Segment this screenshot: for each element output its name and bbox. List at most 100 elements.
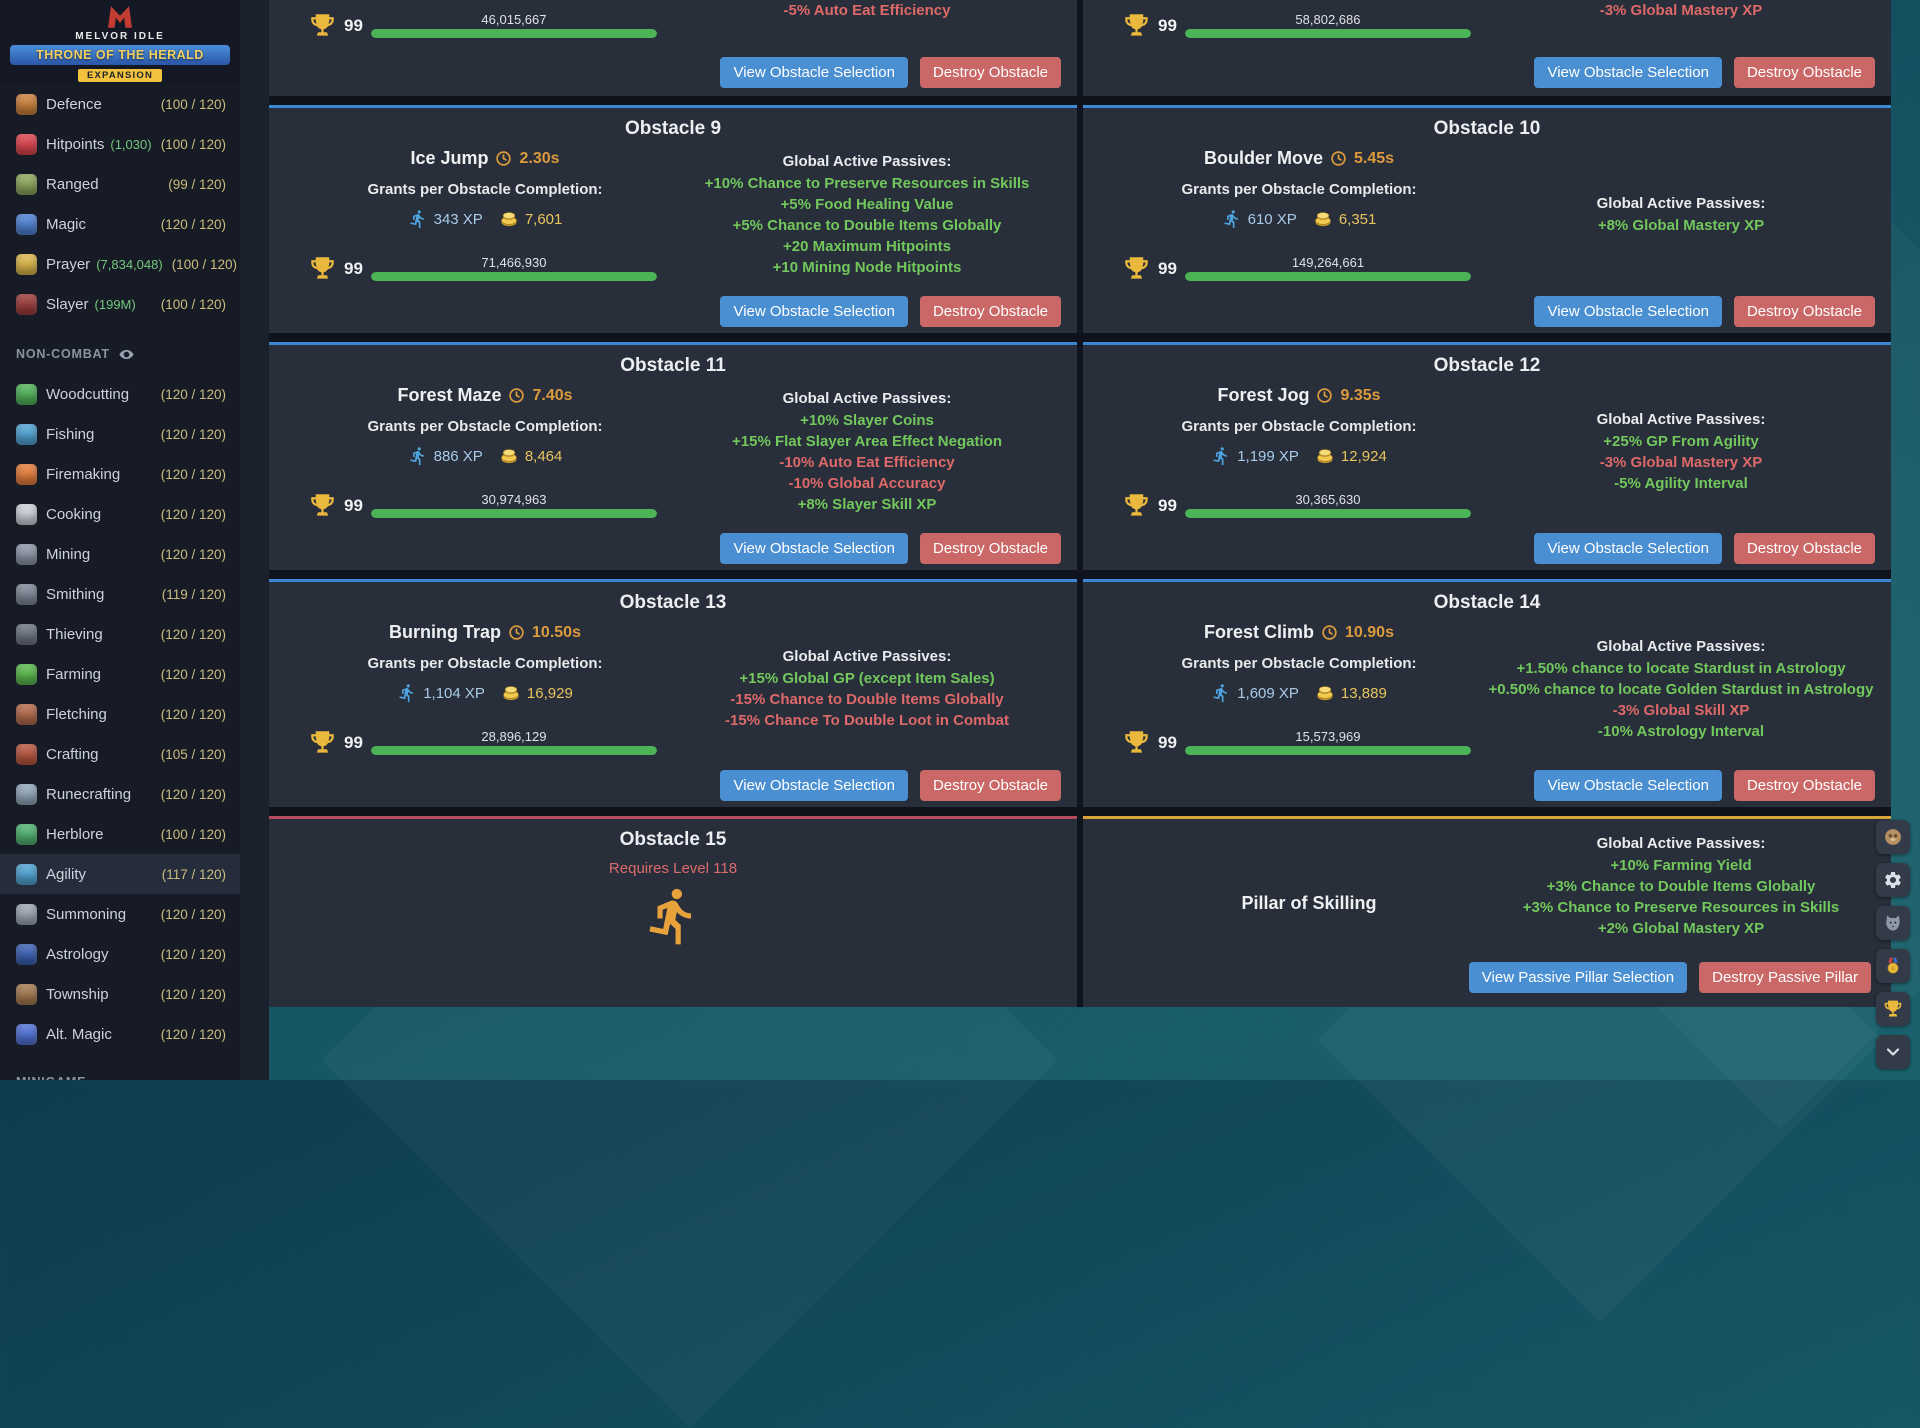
sidebar-item-smithing[interactable]: Smithing (119 / 120): [0, 574, 240, 614]
card-actions: View Obstacle Selection Destroy Obstacle: [1534, 296, 1875, 327]
sidebar-item-fishing[interactable]: Fishing (120 / 120): [0, 414, 240, 454]
passives-list: -3% Global Mastery XP: [1487, 0, 1875, 21]
clock-icon: [1330, 150, 1347, 167]
passives-header: Global Active Passives:: [782, 648, 952, 665]
gear-button[interactable]: [1876, 863, 1910, 897]
card-actions: View Passive Pillar Selection Destroy Pas…: [1468, 962, 1871, 993]
destroy-obstacle-button[interactable]: Destroy Obstacle: [1733, 296, 1875, 327]
sidebar-item-farming[interactable]: Farming (120 / 120): [0, 654, 240, 694]
view-obstacle-selection-button[interactable]: View Obstacle Selection: [1534, 57, 1722, 88]
passives-header: Global Active Passives:: [1596, 835, 1766, 852]
xp-reward: 886 XP: [433, 447, 483, 465]
eye-icon[interactable]: [118, 346, 135, 363]
sidebar-item-ranged[interactable]: Ranged (99 / 120): [0, 164, 240, 204]
view-obstacle-selection-button[interactable]: View Obstacle Selection: [1534, 770, 1722, 801]
progress-fill: [370, 746, 657, 755]
obstacle-name-row: Forest Jog 9.35s: [1217, 385, 1380, 406]
sidebar-item-astrology[interactable]: Astrology (120 / 120): [0, 934, 240, 974]
obstacle-name: Burning Trap: [389, 622, 502, 642]
trophy-icon: [309, 12, 336, 39]
chevron-down-button[interactable]: [1876, 1035, 1910, 1069]
sidebar-item-crafting[interactable]: Crafting (105 / 120): [0, 734, 240, 774]
view-obstacle-selection-button[interactable]: View Obstacle Selection: [720, 533, 908, 564]
sidebar-item-firemaking[interactable]: Firemaking (120 / 120): [0, 454, 240, 494]
skill-name: Woodcutting: [46, 385, 130, 403]
sidebar-item-magic[interactable]: Magic (120 / 120): [0, 204, 240, 244]
trophy-icon: [1123, 255, 1150, 282]
view-obstacle-selection-button[interactable]: View Obstacle Selection: [720, 770, 908, 801]
progress-track: [370, 29, 657, 38]
obstacle-name-row: Ice Jump 2.30s: [410, 148, 559, 169]
card-actions: View Obstacle Selection Destroy Obstacle: [720, 770, 1061, 801]
passive-effect: -10% Auto Eat Efficiency: [779, 454, 955, 471]
mastery-progress: 99 15,573,969: [1099, 729, 1499, 756]
minigame-label: MINIGAME: [16, 1075, 86, 1080]
trophy-button[interactable]: [1876, 992, 1910, 1026]
wolf-button[interactable]: [1876, 906, 1910, 940]
agility-xp-icon: [408, 446, 428, 466]
pet-button[interactable]: [1876, 820, 1910, 854]
pet-icon: [1883, 827, 1903, 847]
rewards-row: 1,199 XP 12,924: [1211, 446, 1387, 466]
sidebar-item-runecrafting[interactable]: Runecrafting (120 / 120): [0, 774, 240, 814]
sidebar-item-agility[interactable]: Agility (117 / 120): [0, 854, 240, 894]
firemaking-icon: [16, 463, 37, 485]
ranged-icon: [16, 173, 37, 195]
destroy-obstacle-button[interactable]: Destroy Obstacle: [1733, 770, 1875, 801]
sidebar-item-summoning[interactable]: Summoning (120 / 120): [0, 894, 240, 934]
sidebar-item-prayer[interactable]: Prayer (7,834,048) (100 / 120): [0, 244, 240, 284]
view-passive-pillar-selection-button[interactable]: View Passive Pillar Selection: [1468, 962, 1688, 993]
view-obstacle-selection-button[interactable]: View Obstacle Selection: [720, 296, 908, 327]
sidebar-item-fletching[interactable]: Fletching (120 / 120): [0, 694, 240, 734]
skill-level: (120 / 120): [160, 786, 226, 802]
sidebar: MELVOR IDLE THRONE OF THE HERALD EXPANSI…: [0, 0, 240, 1080]
obstacle-card: Obstacle 14 Forest Climb 10.90s Grants per …: [1083, 579, 1891, 807]
sidebar-item-alt-magic[interactable]: Alt. Magic (120 / 120): [0, 1014, 240, 1054]
progress-track: [370, 272, 657, 281]
destroy-passive-pillar-button[interactable]: Destroy Passive Pillar: [1699, 962, 1871, 993]
sidebar-item-mining[interactable]: Mining (120 / 120): [0, 534, 240, 574]
sidebar-item-hitpoints[interactable]: Hitpoints (1,030) (100 / 120): [0, 124, 240, 164]
view-obstacle-selection-button[interactable]: View Obstacle Selection: [720, 57, 908, 88]
progress-fill: [370, 272, 657, 281]
destroy-obstacle-button[interactable]: Destroy Obstacle: [1733, 533, 1875, 564]
destroy-obstacle-button[interactable]: Destroy Obstacle: [919, 770, 1061, 801]
passive-effect: -15% Chance To Double Loot in Combat: [725, 712, 1009, 729]
passives-header: Global Active Passives:: [782, 153, 952, 170]
herblore-icon: [16, 823, 37, 845]
sidebar-item-thieving[interactable]: Thieving (120 / 120): [0, 614, 240, 654]
passives-list: Global Active Passives: +10% Chance to Pr…: [673, 153, 1061, 278]
view-obstacle-selection-button[interactable]: View Obstacle Selection: [1534, 296, 1722, 327]
skill-name: Firemaking: [46, 465, 121, 483]
mastery-progress: 99 71,466,930: [285, 255, 685, 282]
sidebar-item-woodcutting[interactable]: Woodcutting (120 / 120): [0, 374, 240, 414]
skill-level: (120 / 120): [160, 1026, 226, 1042]
destroy-obstacle-button[interactable]: Destroy Obstacle: [919, 57, 1061, 88]
view-obstacle-selection-button[interactable]: View Obstacle Selection: [1534, 533, 1722, 564]
sidebar-item-slayer[interactable]: Slayer (199M) (100 / 120): [0, 284, 240, 324]
passive-effect: +15% Flat Slayer Area Effect Negation: [732, 433, 1002, 450]
skill-extra-value: (1,030): [110, 136, 152, 152]
destroy-obstacle-button[interactable]: Destroy Obstacle: [919, 533, 1061, 564]
sidebar-item-township[interactable]: Township (120 / 120): [0, 974, 240, 1014]
progress-track: [1184, 509, 1471, 518]
destroy-obstacle-button[interactable]: Destroy Obstacle: [1733, 57, 1875, 88]
wolf-icon: [1883, 913, 1903, 933]
passive-effect: +8% Global Mastery XP: [1597, 217, 1765, 234]
astrology-icon: [16, 943, 37, 965]
passives-list: Global Active Passives: +1.50% chance to …: [1487, 638, 1875, 742]
sidebar-item-herblore[interactable]: Herblore (100 / 120): [0, 814, 240, 854]
gp-reward: 12,924: [1340, 447, 1387, 465]
destroy-obstacle-button[interactable]: Destroy Obstacle: [919, 296, 1061, 327]
chevron-down-icon: [1883, 1042, 1903, 1062]
trophy-icon: [1123, 729, 1150, 756]
skill-level: (100 / 120): [160, 296, 226, 312]
grants-label: Grants per Obstacle Completion:: [367, 181, 603, 198]
skill-name: Smithing: [46, 585, 105, 603]
sidebar-item-cooking[interactable]: Cooking (120 / 120): [0, 494, 240, 534]
sidebar-item-defence[interactable]: Defence (100 / 120): [0, 84, 240, 124]
gp-reward: 7,601: [524, 210, 563, 228]
mastery-xp-value: 30,974,963: [481, 492, 547, 507]
medal-button[interactable]: [1876, 949, 1910, 983]
skill-level: (100 / 120): [160, 96, 226, 112]
